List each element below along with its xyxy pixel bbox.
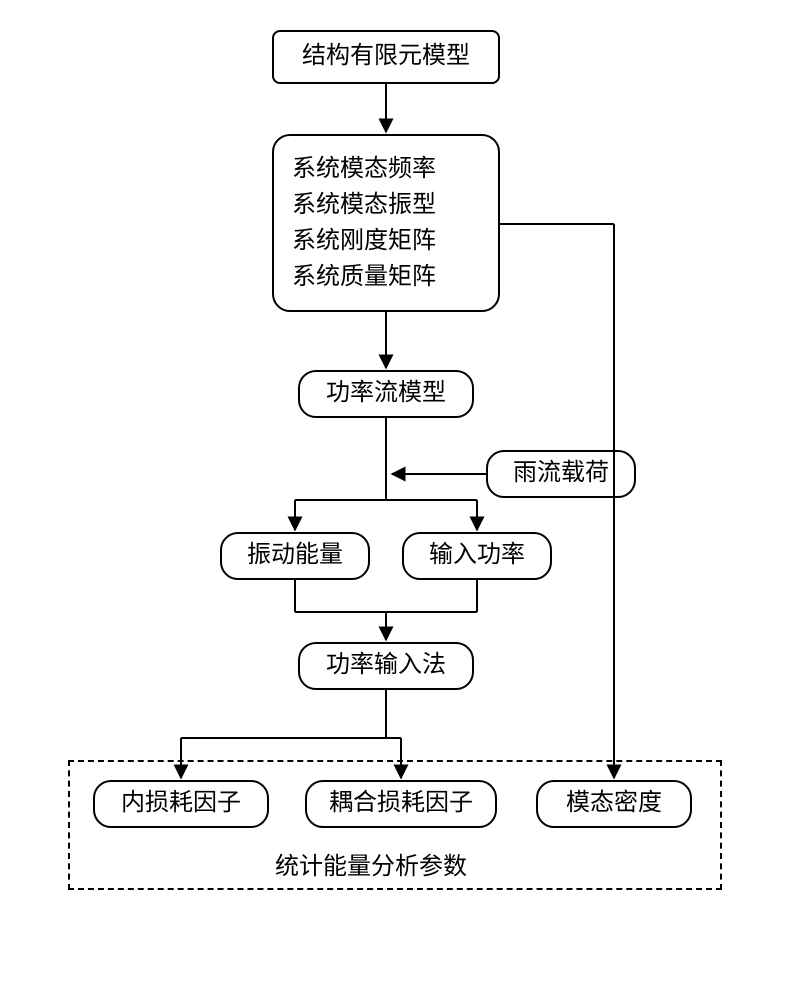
clf-node: 耦合损耗因子: [305, 780, 497, 828]
pim-node: 功率输入法: [298, 642, 474, 690]
modal-node: 系统模态频率 系统模态振型 系统刚度矩阵 系统质量矩阵: [272, 134, 500, 312]
pim-label: 功率输入法: [326, 650, 446, 681]
vibenergy-node: 振动能量: [220, 532, 370, 580]
modal-line-1: 系统模态振型: [292, 187, 436, 223]
fem-node: 结构有限元模型: [272, 30, 500, 84]
modal-line-2: 系统刚度矩阵: [292, 223, 436, 259]
modedens-label: 模态密度: [566, 788, 662, 819]
modal-line-0: 系统模态频率: [292, 151, 436, 187]
ilf-label: 内损耗因子: [121, 788, 241, 819]
powerflow-label: 功率流模型: [326, 378, 446, 409]
inpower-label: 输入功率: [429, 540, 525, 571]
sea-group-label: 统计能量分析参数: [275, 846, 467, 881]
ilf-node: 内损耗因子: [93, 780, 269, 828]
inpower-node: 输入功率: [402, 532, 552, 580]
clf-label: 耦合损耗因子: [329, 788, 473, 819]
modal-line-3: 系统质量矩阵: [292, 259, 436, 295]
powerflow-node: 功率流模型: [298, 370, 474, 418]
rainflow-node: 雨流载荷: [486, 450, 636, 498]
rainflow-label: 雨流载荷: [513, 458, 609, 489]
fem-label: 结构有限元模型: [302, 41, 470, 72]
modedens-node: 模态密度: [536, 780, 692, 828]
vibenergy-label: 振动能量: [247, 540, 343, 571]
